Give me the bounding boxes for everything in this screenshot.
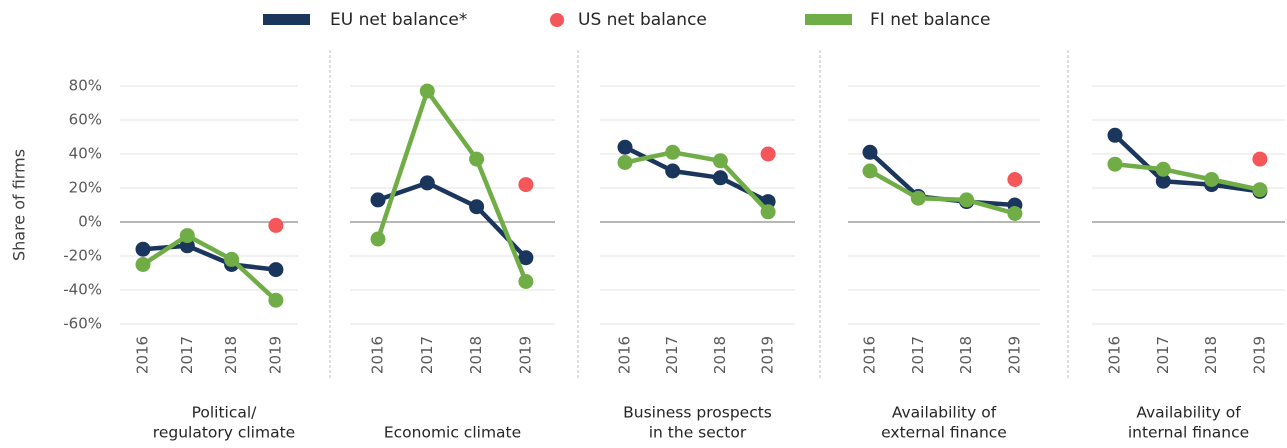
series-line — [1114, 161, 1261, 192]
x-tick-label: 2016 — [861, 336, 879, 374]
panel-title: Political/ — [192, 404, 258, 422]
x-tick-label: 2019 — [1250, 336, 1268, 374]
data-point — [419, 83, 435, 99]
y-tick-label: -60% — [63, 315, 102, 333]
panel-title: Business prospects — [623, 404, 772, 422]
y-tick-label: -40% — [63, 281, 102, 299]
y-tick-label: 0% — [78, 213, 102, 231]
data-point — [1155, 161, 1171, 177]
data-point — [1155, 173, 1171, 189]
data-point — [665, 163, 681, 179]
data-point — [179, 228, 195, 244]
data-point — [1252, 182, 1268, 198]
data-point — [665, 144, 681, 160]
data-point — [135, 257, 151, 272]
x-tick-label: 2019 — [1005, 336, 1023, 374]
data-point — [518, 177, 534, 193]
legend-label: US net balance — [578, 10, 707, 30]
panel-title: Availability of — [1136, 404, 1241, 422]
data-point — [419, 175, 435, 191]
data-point — [268, 292, 284, 308]
data-point — [712, 170, 728, 186]
series-line — [868, 169, 1016, 216]
series-line — [624, 150, 770, 214]
series-line — [375, 88, 528, 283]
series-line — [141, 233, 278, 302]
y-tick-label: -20% — [63, 247, 102, 265]
data-point — [862, 163, 878, 179]
x-tick-label: 2017 — [1154, 336, 1172, 374]
legend-swatch — [805, 14, 852, 25]
data-point — [1252, 151, 1268, 167]
x-tick-label: 2016 — [1106, 336, 1124, 374]
panel-title: regulatory climate — [153, 424, 295, 442]
data-point — [135, 241, 151, 257]
x-tick-label: 2016 — [134, 336, 152, 374]
data-point — [760, 146, 776, 162]
x-tick-label: 2017 — [663, 336, 681, 374]
x-tick-label: 2017 — [178, 336, 196, 374]
y-tick-label: 40% — [69, 145, 102, 163]
x-tick-label: 2018 — [711, 336, 729, 374]
y-tick-label: 80% — [69, 77, 102, 95]
data-point — [370, 192, 386, 208]
panel-title: Availability of — [892, 404, 997, 422]
data-point — [1007, 206, 1023, 221]
panel-title: external finance — [881, 424, 1007, 442]
data-point — [617, 155, 633, 170]
data-point — [862, 144, 878, 160]
data-point — [760, 204, 776, 220]
data-point — [617, 139, 633, 155]
x-tick-label: 2017 — [909, 336, 927, 374]
data-point — [518, 250, 534, 266]
data-point — [469, 151, 485, 167]
data-point — [1007, 172, 1023, 187]
y-tick-label: 60% — [69, 111, 102, 129]
x-tick-label: 2016 — [369, 336, 387, 374]
data-point — [518, 274, 534, 289]
legend-swatch — [550, 13, 564, 27]
x-tick-label: 2018 — [467, 336, 485, 374]
series-line — [1113, 133, 1261, 194]
series-line — [377, 180, 528, 260]
x-tick-label: 2019 — [266, 336, 284, 374]
panel-title: internal finance — [1128, 424, 1249, 442]
data-point — [224, 251, 240, 267]
x-tick-label: 2018 — [222, 336, 240, 374]
x-tick-label: 2017 — [418, 336, 436, 374]
data-point — [1107, 127, 1123, 143]
x-tick-label: 2019 — [516, 336, 534, 374]
data-point — [910, 190, 926, 206]
data-point — [1204, 172, 1220, 187]
x-tick-label: 2019 — [759, 336, 777, 374]
data-point — [959, 192, 975, 208]
data-point — [268, 217, 284, 233]
y-axis-label: Share of firms — [10, 149, 29, 261]
data-point — [1107, 156, 1123, 172]
y-tick-label: 20% — [69, 179, 102, 197]
x-tick-label: 2018 — [1202, 336, 1220, 374]
x-tick-label: 2018 — [957, 336, 975, 374]
data-point — [712, 153, 728, 169]
panel-title: in the sector — [649, 424, 747, 442]
legend-swatch — [263, 14, 310, 25]
legend-label: FI net balance — [870, 10, 990, 30]
data-point — [268, 262, 284, 278]
legend-label: EU net balance* — [330, 10, 467, 30]
x-tick-label: 2016 — [616, 336, 634, 374]
data-point — [469, 199, 485, 215]
data-point — [370, 231, 386, 247]
panel-title: Economic climate — [384, 424, 521, 442]
